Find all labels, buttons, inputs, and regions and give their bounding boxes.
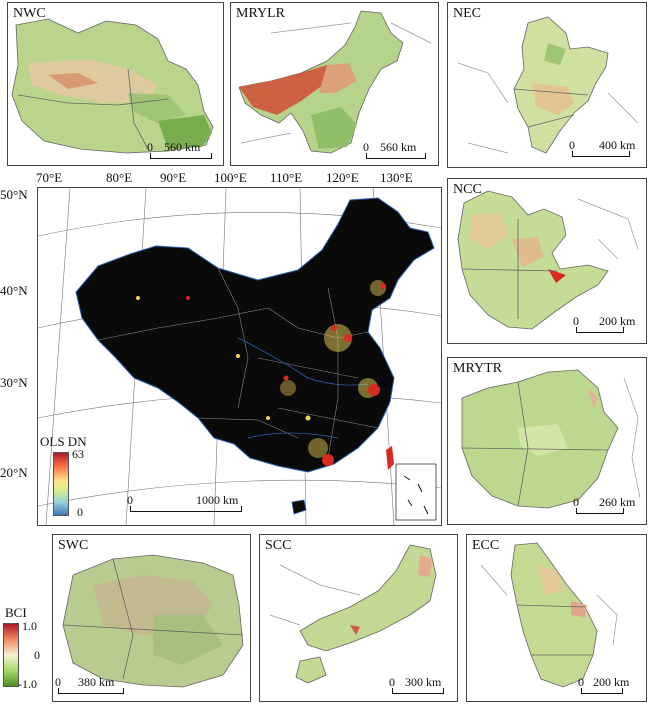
main-map: 0 1000 km: [37, 187, 442, 526]
scale-zero: 0: [147, 140, 153, 154]
scale-distance: 560 km: [164, 140, 201, 154]
panel-label: NWC: [13, 6, 46, 21]
scale-zero: 0: [573, 314, 579, 328]
scale-distance: 200 km: [599, 314, 636, 328]
nec-map: [457, 16, 639, 154]
lon-tick: 70°E: [36, 170, 63, 185]
bci-legend-title: BCI: [5, 605, 27, 620]
mrytr-map: [461, 369, 641, 509]
scale-bar: 0 560 km: [147, 140, 220, 163]
scale-zero: 0: [55, 675, 61, 689]
main-map-graphic: [38, 188, 441, 525]
panel-ncc: NCC 0 200 km: [447, 178, 647, 344]
lon-tick: 120°E: [326, 170, 359, 185]
panel-nec: NEC 0 400 km: [447, 2, 647, 168]
lon-tick: 80°E: [106, 170, 133, 185]
scale-distance: 380 km: [78, 675, 115, 689]
scale-distance: 560 km: [380, 140, 417, 154]
ecc-map: [480, 542, 618, 688]
scale-distance: 400 km: [599, 138, 636, 152]
scale-distance: 200 km: [593, 675, 630, 689]
scale-bar: 0 300 km: [389, 675, 456, 698]
ols-legend-title: OLS DN: [40, 434, 87, 449]
bci-legend-mid: 0: [34, 648, 40, 662]
main-scale-zero: 0: [127, 493, 133, 507]
bci-legend-colorbar: [3, 623, 19, 687]
scale-zero: 0: [363, 140, 369, 154]
lon-tick: 130°E: [380, 170, 413, 185]
ols-legend-min: 0: [77, 505, 83, 519]
bci-legend-min: -1.0: [18, 677, 37, 691]
lon-tick: 110°E: [270, 170, 303, 185]
scale-zero: 0: [578, 675, 584, 689]
lat-tick: 40°N: [0, 283, 28, 298]
scale-bar: 0 200 km: [573, 314, 646, 337]
panel-label: SCC: [265, 538, 292, 553]
scale-bar: 0 400 km: [569, 138, 646, 161]
lat-tick: 50°N: [0, 187, 28, 202]
scale-zero: 0: [573, 495, 579, 509]
panel-scc: SCC 0 300 km: [259, 534, 458, 702]
panel-label: MRYLR: [236, 6, 286, 21]
panel-swc: SWC 0 380 km: [52, 534, 251, 702]
panel-ecc: ECC 0 200 km: [466, 534, 647, 702]
lat-tick: 20°N: [0, 465, 28, 480]
nwc-map: [11, 18, 214, 154]
main-scale-bar: 0 1000 km: [127, 493, 250, 516]
panel-label: NCC: [453, 182, 482, 197]
scale-bar: 0 560 km: [363, 140, 436, 163]
swc-map: [62, 554, 244, 688]
main-scale-distance: 1000 km: [196, 493, 239, 507]
ols-legend-colorbar: [53, 452, 69, 516]
scale-distance: 300 km: [405, 675, 442, 689]
panel-mrytr: MRYTR 0 260 km: [447, 357, 647, 525]
scale-bar: 0 380 km: [55, 675, 148, 698]
scale-zero: 0: [569, 138, 575, 152]
ncc-map: [457, 190, 639, 330]
scale-bar: 0 200 km: [578, 675, 645, 698]
scale-bar: 0 260 km: [573, 495, 646, 518]
scc-map: [269, 544, 437, 684]
lat-tick: 30°N: [0, 375, 28, 390]
scale-distance: 260 km: [599, 495, 636, 509]
panel-label: ECC: [472, 538, 500, 553]
lon-tick: 90°E: [160, 170, 187, 185]
scale-zero: 0: [389, 675, 395, 689]
ols-legend-max: 63: [72, 447, 84, 461]
lon-tick: 100°E: [214, 170, 247, 185]
mrylr-map: [238, 10, 432, 154]
panel-label: NEC: [453, 6, 481, 21]
panel-label: MRYTR: [453, 361, 503, 376]
panel-nwc: NWC 0 560 km: [7, 2, 224, 166]
bci-legend-max: 1.0: [22, 619, 37, 633]
panel-mrylr: MRYLR 0 560 km: [230, 2, 439, 166]
panel-label: SWC: [58, 538, 89, 553]
